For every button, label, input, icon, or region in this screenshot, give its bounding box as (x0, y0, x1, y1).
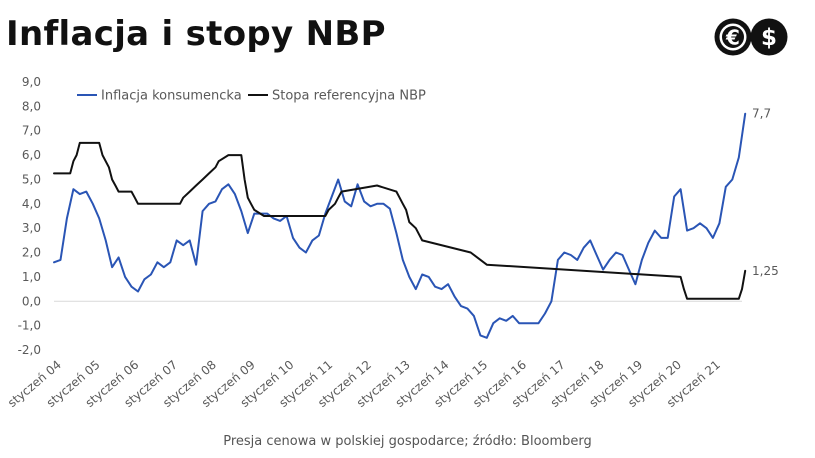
y-tick-label: -1,0 (18, 319, 41, 333)
y-tick-label: 5,0 (22, 172, 41, 186)
y-tick-label: 2,0 (22, 246, 41, 260)
y-tick-label: 0,0 (22, 294, 41, 308)
currency-logo: € $ (714, 18, 788, 56)
y-tick-label: 8,0 (22, 99, 41, 113)
y-tick-label: 3,0 (22, 221, 41, 235)
page-title: Inflacja i stopy NBP (6, 14, 386, 54)
y-tick-label: 1,0 (22, 270, 41, 284)
y-tick-label: 4,0 (22, 197, 41, 211)
y-tick-label: 9,0 (22, 75, 41, 89)
legend-label: Stopa referencyjna NBP (272, 89, 426, 104)
y-tick-label: -2,0 (18, 343, 41, 357)
series-line-stopa (53, 141, 747, 300)
euro-icon: € (714, 18, 752, 56)
end-value-label: 7,7 (752, 107, 771, 121)
dollar-glyph: $ (761, 25, 777, 51)
euro-glyph: € (725, 26, 740, 50)
series-line-inflacja (53, 112, 747, 339)
chart-footer-source: Presja cenowa w polskiej gospodarce; źró… (223, 434, 592, 449)
series-layer (53, 112, 747, 339)
dollar-icon: $ (750, 18, 788, 56)
end-labels: 7,7 1,25 (752, 107, 779, 278)
legend: Inflacja konsumencka Stopa referencyjna N… (77, 89, 426, 104)
legend-label: Inflacja konsumencka (101, 89, 242, 104)
y-tick-label: 6,0 (22, 148, 41, 162)
y-tick-label: 7,0 (22, 124, 41, 138)
end-value-label: 1,25 (752, 264, 779, 278)
y-axis: -2,0 -1,0 0,0 1,0 2,0 3,0 4,0 5,0 6,0 7,0 8,0 9,0 (18, 75, 742, 357)
